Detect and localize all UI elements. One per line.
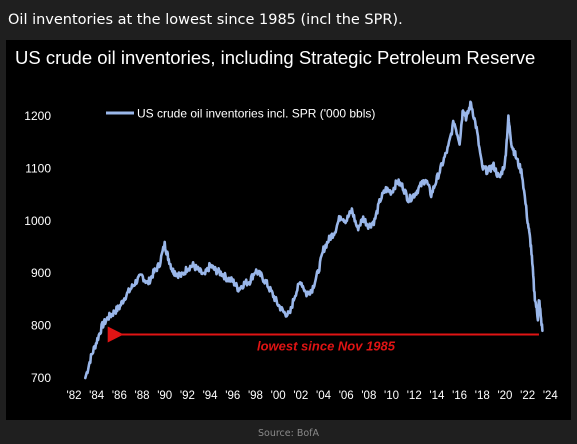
chart-frame: US crude oil inventories, including Stra… [6, 40, 571, 420]
x-tick-label: '04 [316, 390, 332, 402]
x-tick-label: '88 [135, 390, 150, 402]
x-tick-label: '90 [157, 390, 172, 402]
x-tick-label: '86 [112, 390, 127, 402]
y-tick-label: 800 [31, 319, 51, 333]
x-tick-label: '02 [293, 390, 308, 402]
source-note: Source: BofA [257, 428, 320, 439]
y-tick-label: 1100 [25, 161, 51, 175]
y-tick-label: 1200 [24, 109, 51, 123]
x-tick-label: '96 [225, 390, 240, 402]
x-tick-label: '84 [89, 390, 105, 402]
x-tick-label: '20 [497, 390, 512, 402]
post-caption: Oil inventories at the lowest since 1985… [8, 12, 403, 28]
x-tick-label: '14 [429, 390, 445, 402]
x-tick-label: '22 [520, 390, 535, 402]
x-tick-label: '82 [67, 390, 82, 402]
series-line [84, 100, 544, 380]
x-tick-label: '12 [407, 390, 422, 402]
y-axis: 700 800 900 1000 1100 1200 [24, 109, 51, 385]
x-tick-label: '16 [452, 390, 467, 402]
line-chart: US crude oil inventories, including Stra… [15, 47, 559, 402]
legend: US crude oil inventories incl. SPR ('000… [106, 107, 375, 121]
x-tick-label: '10 [384, 390, 399, 402]
x-tick-label: '94 [203, 390, 219, 402]
annotation-layer: lowest since Nov 1985 [107, 326, 539, 353]
x-tick-label: '24 [543, 390, 559, 402]
x-tick-label: '18 [475, 390, 490, 402]
x-tick-label: '92 [180, 390, 195, 402]
x-tick-label: '06 [339, 390, 354, 402]
y-tick-label: 1000 [24, 214, 51, 228]
y-tick-label: 900 [31, 266, 51, 280]
x-tick-label: '98 [248, 390, 263, 402]
x-tick-label: '08 [361, 390, 376, 402]
x-axis: '82 '84 '86 '88 '90 '92 '94 '96 '98 '00 '02 '04 '06 '… [67, 390, 559, 402]
legend-label: US crude oil inventories incl. SPR ('000… [137, 107, 375, 121]
series-layer [84, 100, 544, 380]
x-tick-label: '00 [271, 390, 286, 402]
chart-title: US crude oil inventories, including Stra… [15, 47, 535, 68]
annotation-label: lowest since Nov 1985 [257, 338, 396, 353]
y-tick-label: 700 [31, 371, 51, 385]
